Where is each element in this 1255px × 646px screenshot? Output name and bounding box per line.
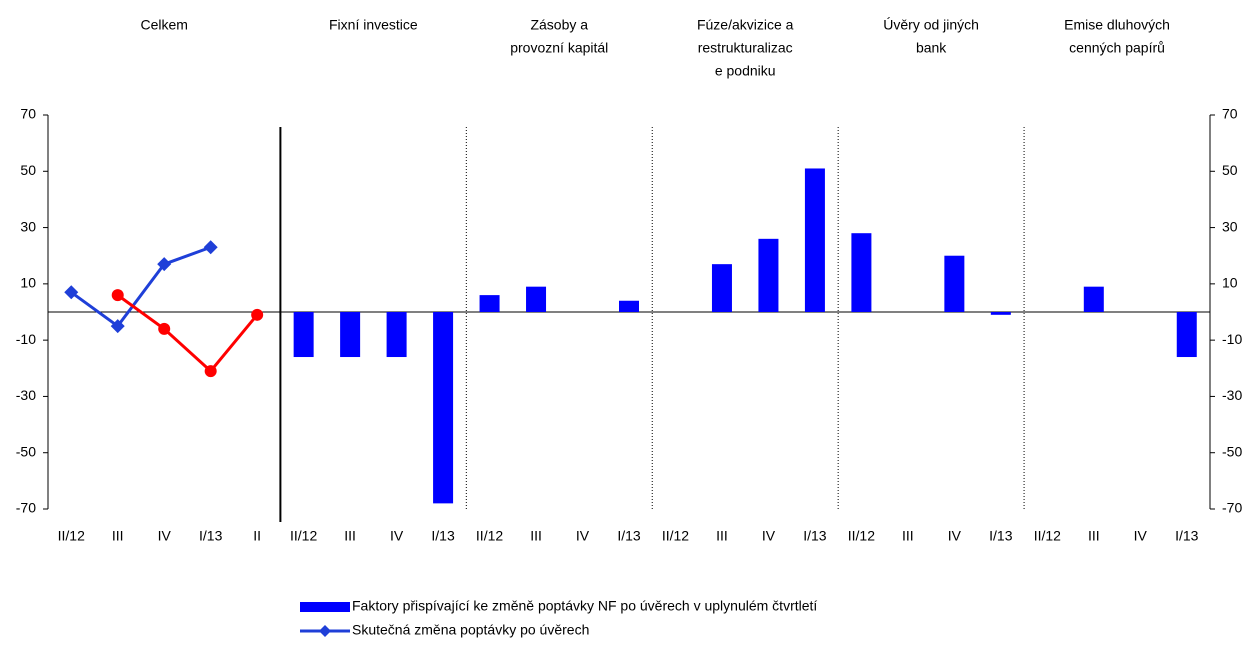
legend-label: Faktory přispívající ke změně poptávky N… (352, 598, 817, 614)
bar (1083, 286, 1104, 312)
bar (758, 238, 779, 312)
group-label: Fúze/akvizice a (697, 17, 794, 33)
x-tick-label: I/13 (199, 528, 223, 544)
x-tick-label: II/12 (290, 528, 317, 544)
y2-tick-label: -70 (1222, 500, 1242, 516)
group-label: e podniku (715, 63, 776, 79)
x-tick-label: IV (158, 528, 172, 544)
marker (204, 365, 217, 378)
x-tick-label: II/12 (1034, 528, 1061, 544)
marker (111, 289, 124, 302)
bar (293, 312, 314, 358)
bar (944, 255, 965, 312)
marker (64, 285, 79, 300)
x-tick-label: III (716, 528, 728, 544)
x-tick-label: IV (762, 528, 776, 544)
x-tick-label: IV (948, 528, 962, 544)
x-tick-label: IV (576, 528, 590, 544)
x-tick-label: I/13 (989, 528, 1013, 544)
bar (526, 286, 547, 312)
group-label: Celkem (140, 17, 187, 33)
x-tick-label: IV (390, 528, 404, 544)
line (70, 245, 212, 329)
marker (110, 319, 125, 334)
marker (157, 257, 172, 272)
bar (433, 312, 454, 504)
y-tick-label: 70 (20, 106, 36, 122)
bar (1176, 312, 1197, 358)
marker (158, 322, 171, 335)
group-label: bank (916, 40, 947, 56)
group-label: Fixní investice (329, 17, 418, 33)
y2-tick-label: -30 (1222, 387, 1242, 403)
marker (203, 240, 218, 255)
line (116, 293, 259, 374)
group-label: Emise dluhových (1064, 17, 1170, 33)
bar (479, 295, 500, 312)
x-tick-label: III (902, 528, 914, 544)
bar (711, 264, 732, 312)
bar (340, 312, 361, 358)
x-tick-label: I/13 (431, 528, 455, 544)
y-tick-label: 10 (20, 275, 36, 291)
x-tick-label: II (253, 528, 261, 544)
y-tick-label: 50 (20, 162, 36, 178)
y2-tick-label: -10 (1222, 331, 1242, 347)
bar (990, 312, 1011, 315)
x-tick-label: I/13 (803, 528, 827, 544)
x-tick-label: II/12 (58, 528, 85, 544)
group-label: cenných papírů (1069, 40, 1165, 56)
x-tick-label: I/13 (617, 528, 641, 544)
group-label: provozní kapitál (510, 40, 608, 56)
marker (251, 308, 264, 321)
x-tick-label: I/13 (1175, 528, 1199, 544)
legend-marker (319, 625, 331, 637)
x-tick-label: III (530, 528, 542, 544)
x-tick-label: III (344, 528, 356, 544)
y2-tick-label: 50 (1222, 162, 1238, 178)
x-tick-label: III (1088, 528, 1100, 544)
y-tick-label: -70 (16, 500, 36, 516)
x-tick-label: II/12 (662, 528, 689, 544)
y2-tick-label: 10 (1222, 275, 1238, 291)
bar (619, 300, 639, 312)
legend-label: Skutečná změna poptávky po úvěrech (352, 622, 589, 638)
y-tick-label: -30 (16, 387, 36, 403)
y2-tick-label: -50 (1222, 443, 1242, 459)
y-tick-label: 30 (20, 218, 36, 234)
x-tick-label: II/12 (476, 528, 503, 544)
bar (804, 168, 825, 312)
y2-tick-label: 30 (1222, 218, 1238, 234)
x-tick-label: II/12 (848, 528, 875, 544)
legend-swatch (300, 602, 350, 612)
bar (386, 312, 407, 358)
y-tick-label: -50 (16, 443, 36, 459)
group-label: Zásoby a (530, 17, 588, 33)
group-label: restrukturalizac (698, 40, 793, 56)
bar (851, 233, 872, 312)
y-tick-label: -10 (16, 331, 36, 347)
x-tick-label: IV (1134, 528, 1148, 544)
x-tick-label: III (112, 528, 124, 544)
group-label: Úvěry od jiných (883, 17, 979, 33)
y2-tick-label: 70 (1222, 106, 1238, 122)
